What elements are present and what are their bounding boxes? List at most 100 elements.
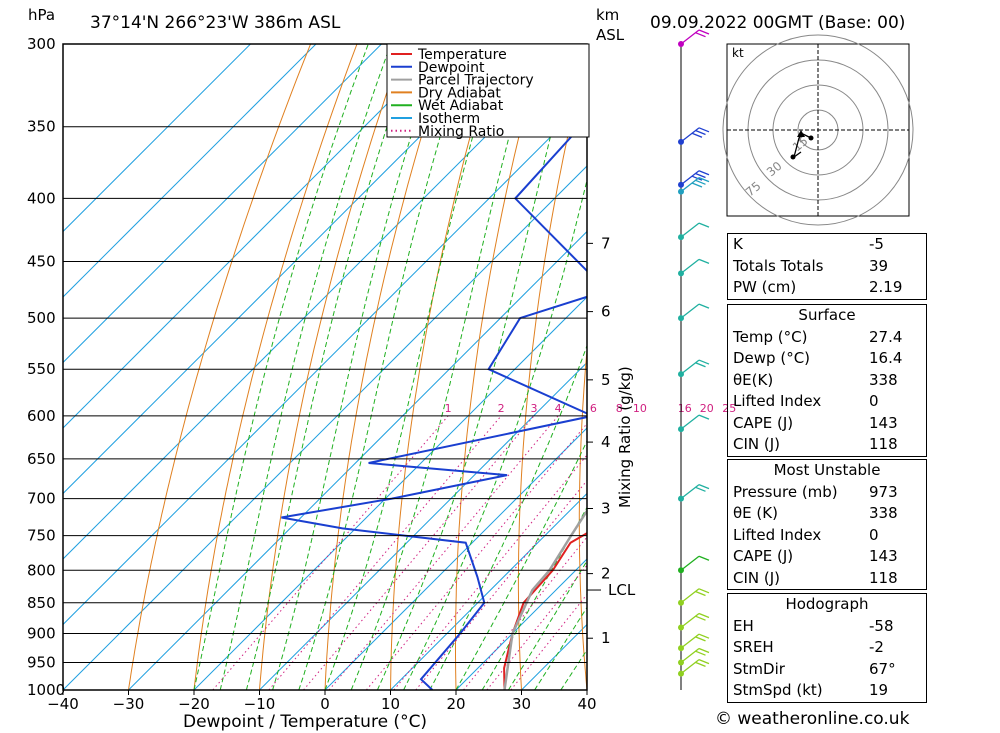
legend-label: Parcel Trajectory xyxy=(418,73,534,89)
surface-value: 0 xyxy=(869,392,879,410)
pressure-tick-label: 900 xyxy=(27,624,56,642)
hodograph-stat-key: StmSpd (kt) xyxy=(733,681,823,699)
pressure-tick-label: 700 xyxy=(27,490,56,508)
pressure-tick-label: 600 xyxy=(27,407,56,425)
most-unstable-key: Pressure (mb) xyxy=(733,482,838,501)
index-key: Totals Totals xyxy=(733,256,824,275)
wind-barb-flag xyxy=(691,175,703,181)
wind-barb-staff xyxy=(680,612,700,628)
km-tick-label: 3 xyxy=(601,499,611,517)
series-line-dewpoint xyxy=(281,113,587,690)
isotherm-line xyxy=(63,44,317,298)
wet-adiabat-line xyxy=(193,44,369,690)
most-unstable-key: CAPE (J) xyxy=(733,547,794,565)
mixing-ratio-line xyxy=(393,454,587,690)
location-title: 37°14'N 266°23'W 386m ASL xyxy=(90,13,341,33)
hodograph-stat-value: 67° xyxy=(869,659,896,678)
wet-adiabat-line xyxy=(350,44,535,690)
wind-barb-flag xyxy=(698,588,710,594)
index-value: 39 xyxy=(869,256,889,275)
pressure-tick-label: 1000 xyxy=(27,681,65,699)
surface-value: 338 xyxy=(869,370,898,389)
plot-background-lines xyxy=(63,44,682,690)
wet-adiabat-line xyxy=(272,44,441,690)
credit-link[interactable]: © weatheronline.co.uk xyxy=(715,709,910,729)
wind-barb-flag xyxy=(698,359,710,365)
surface-row: CIN (J) 118 xyxy=(728,434,926,456)
isotherm-line xyxy=(63,44,448,429)
pressure-tick-label: 950 xyxy=(27,653,56,671)
wind-barb-flag xyxy=(698,258,710,264)
wind-barb-staff xyxy=(680,258,700,274)
wind-barb-flag xyxy=(698,633,710,639)
mixing-ratio-label: 4 xyxy=(555,402,562,415)
mixing-ratio-label: 3 xyxy=(530,402,537,415)
surface-row: CAPE (J) 143 xyxy=(728,413,926,435)
hodograph-stat-value: 19 xyxy=(869,681,889,699)
x-tick-label: 0 xyxy=(320,695,330,713)
wind-barb-staff xyxy=(680,303,700,319)
hodograph-table: Hodograph EH -58 SREH -2 StmDir 67° StmSpd (kt… xyxy=(727,593,927,703)
hodograph-stat-key: EH xyxy=(733,616,754,635)
most-unstable-value: 118 xyxy=(869,568,898,587)
km-tick-label: 4 xyxy=(601,433,611,451)
wind-barb-flag xyxy=(695,32,706,38)
hodograph-unit: kt xyxy=(732,46,744,60)
most-unstable-table: Most Unstable Pressure (mb) 973 θE (K) 338 L… xyxy=(727,459,927,590)
isotherm-line xyxy=(390,492,587,690)
surface-value: 118 xyxy=(869,435,898,453)
asl-unit-label: ASL xyxy=(596,26,625,44)
most-unstable-key: θE (K) xyxy=(733,504,778,522)
indices-table: K -5 Totals Totals 39 PW (cm) 2.19 xyxy=(727,233,927,300)
isotherm-line xyxy=(63,44,251,233)
surface-key: Dewp (°C) xyxy=(733,349,811,367)
wind-barb-flag xyxy=(698,659,710,665)
legend-label: Mixing Ratio xyxy=(418,124,504,140)
storm-motion-marker xyxy=(797,130,805,137)
index-key: K xyxy=(733,235,743,253)
index-value: 2.19 xyxy=(869,278,903,296)
dry-adiabat-line xyxy=(638,44,682,690)
wind-barb-flag xyxy=(698,170,710,176)
isotherm-line xyxy=(63,44,382,364)
mixing-ratio-label: 16 xyxy=(678,402,692,415)
mixing-ratio-label: 6 xyxy=(590,402,597,415)
isotherm-line xyxy=(63,165,587,690)
surface-key: θE(K) xyxy=(733,370,774,389)
wind-barb-flag xyxy=(695,172,706,179)
index-row: PW (cm) 2.19 xyxy=(728,277,926,299)
wind-barb-flag xyxy=(698,555,710,561)
most-unstable-value: 973 xyxy=(869,482,898,501)
mixing-ratio-label: 10 xyxy=(633,402,647,415)
index-row: K -5 xyxy=(728,234,926,256)
mixing-ratio-line xyxy=(268,415,502,690)
wind-barb-flag xyxy=(695,362,706,368)
most-unstable-row: Lifted Index 0 xyxy=(728,525,926,547)
most-unstable-row: θE (K) 338 xyxy=(728,503,926,525)
pressure-tick-label: 500 xyxy=(27,309,56,327)
mixing-ratio-axis-title: Mixing Ratio (g/kg) xyxy=(616,366,634,508)
surface-row: Temp (°C) 27.4 xyxy=(728,327,926,349)
mixing-ratio-line xyxy=(365,422,587,690)
hodograph-stat-key: SREH xyxy=(733,638,774,656)
index-value: -5 xyxy=(869,235,884,253)
legend-label: Wet Adiabat xyxy=(418,98,504,114)
wind-barb-flag xyxy=(691,182,703,188)
most-unstable-row: CIN (J) 118 xyxy=(728,568,926,590)
x-tick-label: 30 xyxy=(512,695,531,713)
most-unstable-value: 143 xyxy=(869,547,898,565)
mixing-ratio-line xyxy=(212,415,449,690)
plot-series xyxy=(281,113,587,690)
hodograph-stat-row: SREH -2 xyxy=(728,637,926,659)
lcl-label: LCL xyxy=(608,581,636,599)
wind-barb-flag xyxy=(698,647,710,654)
x-tick-label: −20 xyxy=(178,695,210,713)
dry-adiabat-line xyxy=(517,50,587,690)
series-line-temperature xyxy=(503,532,587,690)
mixing-ratio-label: 25 xyxy=(722,402,736,415)
hodograph-ring xyxy=(722,34,914,226)
wind-barb-flag xyxy=(695,650,706,656)
index-row: Totals Totals 39 xyxy=(728,256,926,278)
